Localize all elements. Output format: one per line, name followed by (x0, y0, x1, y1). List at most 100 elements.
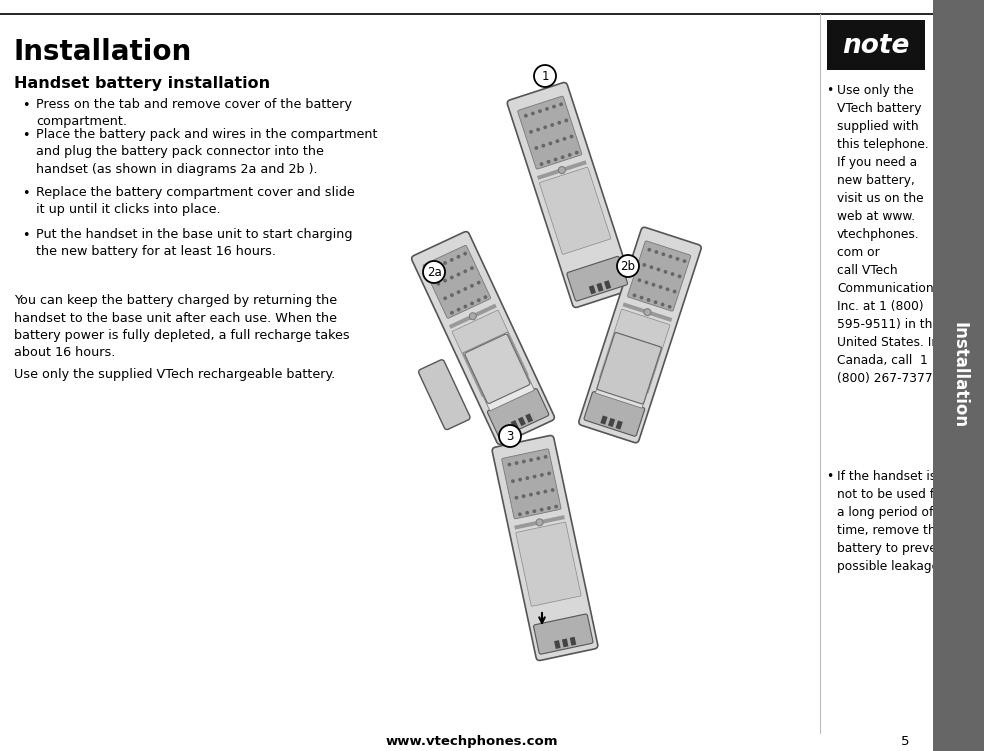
Circle shape (516, 496, 518, 499)
Circle shape (533, 510, 535, 512)
Circle shape (538, 110, 541, 113)
FancyBboxPatch shape (567, 256, 628, 301)
Bar (588, 285, 596, 294)
Circle shape (662, 253, 664, 255)
Circle shape (516, 462, 518, 464)
Circle shape (554, 158, 557, 161)
FancyBboxPatch shape (518, 96, 582, 169)
Circle shape (540, 508, 543, 511)
Bar (600, 415, 607, 424)
FancyBboxPatch shape (539, 167, 611, 255)
Circle shape (437, 265, 440, 267)
Circle shape (536, 519, 543, 526)
Circle shape (458, 255, 460, 258)
Circle shape (548, 472, 550, 475)
Text: If the handset is
not to be used for
a long period of
time, remove the
battery t: If the handset is not to be used for a l… (837, 470, 950, 573)
Text: Use only the supplied VTech rechargeable battery.: Use only the supplied VTech rechargeable… (14, 368, 336, 381)
Circle shape (540, 474, 543, 476)
Circle shape (678, 275, 681, 278)
Circle shape (529, 493, 532, 496)
Circle shape (668, 306, 671, 308)
Circle shape (451, 258, 453, 261)
Circle shape (437, 282, 440, 285)
Circle shape (671, 273, 674, 276)
Circle shape (470, 267, 473, 270)
Circle shape (537, 457, 539, 460)
Text: Installation: Installation (14, 38, 192, 66)
Circle shape (565, 119, 568, 122)
FancyBboxPatch shape (492, 436, 598, 660)
Circle shape (451, 312, 453, 314)
FancyBboxPatch shape (508, 83, 633, 307)
Circle shape (464, 252, 466, 255)
Bar (616, 421, 623, 430)
Circle shape (657, 268, 659, 270)
Text: Replace the battery compartment cover and slide
it up until it clicks into place: Replace the battery compartment cover an… (36, 186, 355, 216)
Circle shape (683, 260, 686, 262)
Circle shape (531, 113, 534, 115)
Circle shape (508, 463, 511, 466)
Circle shape (544, 456, 547, 458)
Text: note: note (842, 33, 909, 59)
Circle shape (650, 266, 652, 268)
Text: Place the battery pack and wires in the compartment
and plug the battery pack co: Place the battery pack and wires in the … (36, 128, 378, 176)
Circle shape (542, 144, 544, 147)
Bar (518, 417, 525, 426)
Circle shape (661, 303, 664, 306)
Circle shape (551, 124, 553, 126)
Circle shape (430, 268, 433, 270)
Circle shape (484, 296, 487, 298)
FancyBboxPatch shape (584, 391, 645, 436)
Bar (570, 637, 577, 646)
Circle shape (556, 140, 559, 142)
Circle shape (644, 264, 646, 266)
FancyBboxPatch shape (599, 309, 670, 393)
Circle shape (641, 297, 643, 299)
Circle shape (471, 302, 473, 305)
Circle shape (540, 163, 543, 165)
Circle shape (451, 294, 453, 297)
Text: 2a: 2a (427, 266, 442, 279)
Circle shape (551, 489, 554, 491)
Circle shape (644, 309, 651, 315)
Circle shape (553, 105, 555, 108)
FancyBboxPatch shape (464, 334, 530, 403)
Circle shape (549, 142, 552, 145)
Circle shape (558, 122, 561, 124)
Circle shape (544, 490, 546, 493)
Text: Press on the tab and remove cover of the battery
compartment.: Press on the tab and remove cover of the… (36, 98, 352, 128)
Text: •: • (22, 129, 30, 142)
Circle shape (558, 167, 566, 173)
Circle shape (654, 301, 656, 303)
FancyBboxPatch shape (411, 231, 554, 445)
Circle shape (555, 505, 557, 508)
Circle shape (571, 135, 573, 137)
Circle shape (676, 258, 679, 260)
Circle shape (524, 115, 527, 117)
Text: You can keep the battery charged by returning the
handset to the base unit after: You can keep the battery charged by retu… (14, 294, 349, 360)
Text: 5: 5 (900, 735, 909, 748)
Circle shape (519, 478, 522, 481)
Circle shape (523, 495, 524, 497)
Circle shape (535, 146, 537, 149)
Bar (933, 0, 984, 751)
Circle shape (659, 286, 661, 288)
Circle shape (648, 249, 650, 251)
Circle shape (458, 309, 460, 311)
Circle shape (666, 288, 669, 291)
Circle shape (634, 294, 636, 297)
FancyBboxPatch shape (462, 332, 534, 411)
Circle shape (547, 161, 550, 163)
Circle shape (544, 126, 546, 128)
Circle shape (652, 284, 654, 286)
Text: www.vtechphones.com: www.vtechphones.com (386, 735, 558, 748)
Circle shape (477, 299, 480, 301)
Circle shape (639, 279, 641, 282)
Circle shape (533, 475, 536, 478)
FancyBboxPatch shape (452, 310, 528, 397)
Circle shape (444, 297, 447, 300)
Text: 3: 3 (507, 430, 514, 443)
Circle shape (530, 131, 532, 133)
Circle shape (519, 513, 522, 515)
FancyBboxPatch shape (579, 228, 702, 442)
